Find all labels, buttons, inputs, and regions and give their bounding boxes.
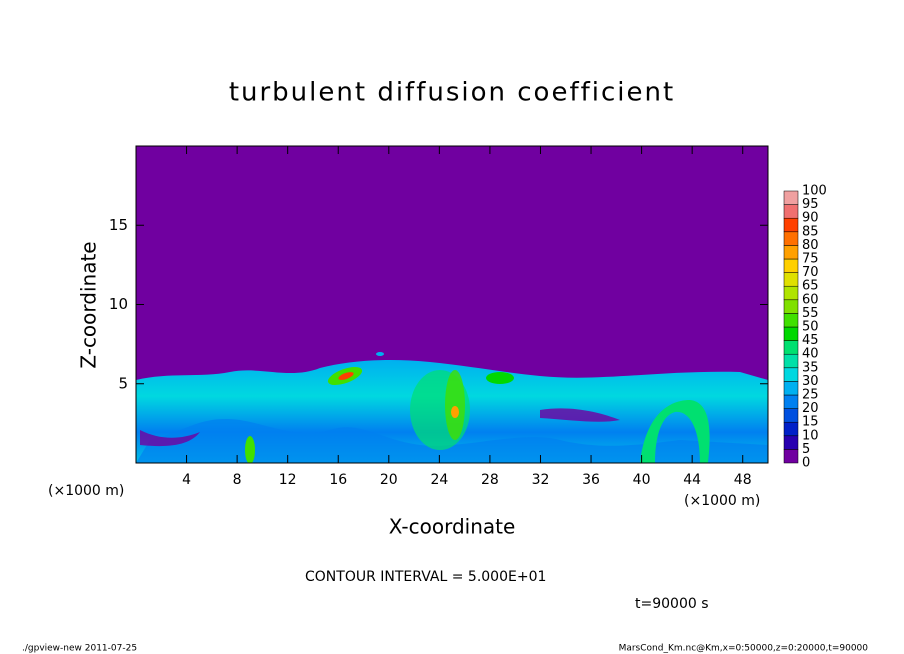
y-tick-label: 15 xyxy=(109,216,128,234)
colorbar-label: 5 xyxy=(802,442,810,457)
turbulent-layer xyxy=(245,436,255,463)
colorbar-segment xyxy=(783,381,799,396)
colorbar-label: 30 xyxy=(802,374,819,389)
turbulent-layer xyxy=(338,372,354,380)
colorbar-label: 65 xyxy=(802,279,819,294)
chart-title: turbulent diffusion coefficient xyxy=(229,78,675,108)
x-unit-label: (×1000 m) xyxy=(684,493,760,509)
colorbar-label: 50 xyxy=(802,320,819,335)
x-tick-label: 32 xyxy=(532,472,550,488)
footer: MarsCond_Km.nc@Km,x=0:50000,z=0:20000,t=… xyxy=(619,644,869,654)
colorbar-segment xyxy=(783,313,799,328)
colorbar-segment xyxy=(783,340,799,355)
colorbar-segment xyxy=(783,258,799,273)
x-tick-label: 44 xyxy=(683,472,701,488)
y-tick-label: 5 xyxy=(118,374,128,392)
colorbar-segment xyxy=(783,449,799,464)
colorbar-label: 40 xyxy=(802,347,819,362)
colorbar-label: 10 xyxy=(802,428,819,443)
x-tick-label: 12 xyxy=(279,472,297,488)
colorbar-label: 85 xyxy=(802,224,819,239)
colorbar-segment xyxy=(783,408,799,423)
footer: ./gpview-new 2011-07-25 xyxy=(22,644,137,654)
colorbar-label: 15 xyxy=(802,415,819,430)
turbulent-layer xyxy=(376,352,384,356)
colorbar-label: 45 xyxy=(802,333,819,348)
x-tick-label: 20 xyxy=(380,472,398,488)
colorbar-segment xyxy=(783,367,799,382)
x-tick-label: 4 xyxy=(182,472,191,488)
turbulent-layer xyxy=(136,419,768,463)
x-tick-label: 48 xyxy=(734,472,752,488)
x-axis-label: X-coordinate xyxy=(389,515,516,539)
x-tick-label: 8 xyxy=(233,472,242,488)
turbulent-layer xyxy=(540,408,620,422)
colorbar-label: 20 xyxy=(802,401,819,416)
colorbar-segment xyxy=(783,190,799,205)
colorbar-segment xyxy=(783,421,799,437)
field xyxy=(136,146,768,463)
colorbar-segment xyxy=(783,394,799,409)
colorbar-label: 100 xyxy=(802,184,827,199)
colorbar-label: 60 xyxy=(802,292,819,307)
colorbar-label: 95 xyxy=(802,197,819,212)
colorbar-segment xyxy=(783,245,799,260)
turbulent-layer xyxy=(451,406,459,418)
y-axis-label: Z-coordinate xyxy=(77,241,101,368)
colorbar-label: 70 xyxy=(802,265,819,280)
colorbar-label: 75 xyxy=(802,252,819,267)
colorbar-label: 0 xyxy=(802,456,810,471)
colorbar-segment xyxy=(783,435,799,450)
x-tick-label: 24 xyxy=(430,472,448,488)
x-tick-label: 40 xyxy=(633,472,651,488)
turbulent-layer xyxy=(445,370,465,440)
turbulent-layer xyxy=(640,400,710,463)
x-tick-label: 16 xyxy=(329,472,347,488)
colorbar-label: 55 xyxy=(802,306,819,321)
turbulent-layer xyxy=(140,430,200,447)
colorbar-segment xyxy=(783,272,799,287)
annotation: t=90000 s xyxy=(635,596,709,612)
colorbar-label: 90 xyxy=(802,211,819,226)
colorbar-segment xyxy=(783,326,799,341)
colorbar-label: 25 xyxy=(802,388,819,403)
colorbar-segment xyxy=(783,285,799,301)
colorbar-segment xyxy=(783,299,799,314)
turbulent-layer xyxy=(486,372,514,384)
colorbar-segment xyxy=(783,231,799,246)
annotation: CONTOUR INTERVAL = 5.000E+01 xyxy=(305,569,546,585)
colorbar-segment xyxy=(783,353,799,369)
y-tick-label: 10 xyxy=(109,295,128,313)
colorbar-label: 35 xyxy=(802,360,819,375)
colorbar-segment xyxy=(783,204,799,219)
colorbar-label: 80 xyxy=(802,238,819,253)
colorbar-segment xyxy=(783,217,799,233)
x-tick-label: 28 xyxy=(481,472,499,488)
y-unit-label: (×1000 m) xyxy=(48,483,124,499)
x-tick-label: 36 xyxy=(582,472,600,488)
